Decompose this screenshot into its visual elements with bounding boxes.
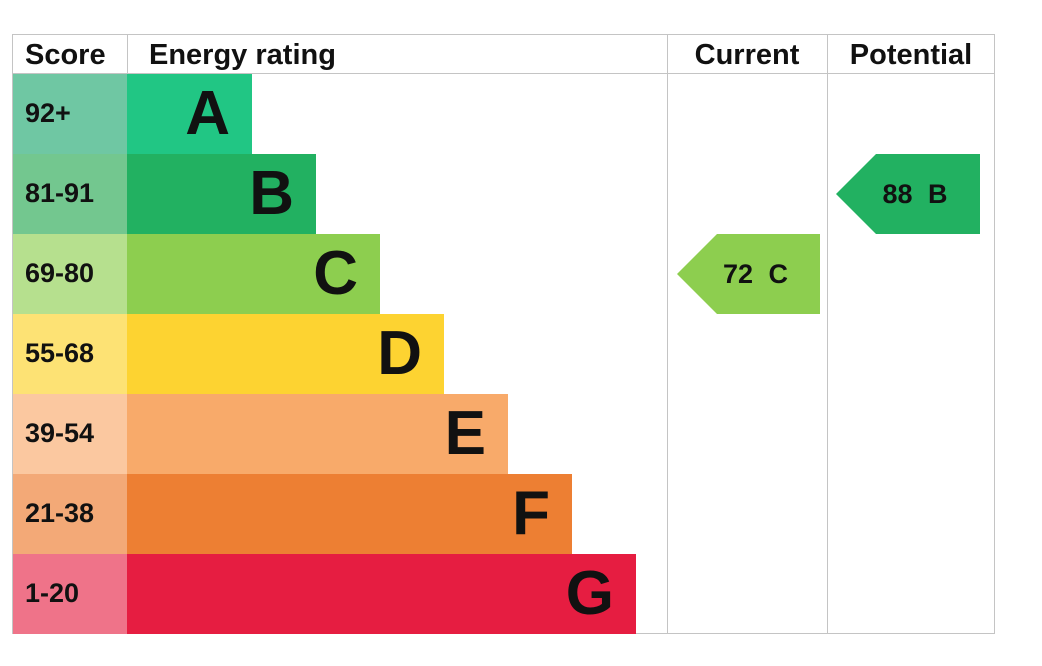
score-range: 92+ <box>13 74 127 154</box>
score-range: 69-80 <box>13 234 127 314</box>
potential-column-divider <box>827 34 828 634</box>
current-column-divider <box>667 34 668 634</box>
header-current: Current <box>694 39 800 71</box>
rating-bar: D <box>127 314 444 394</box>
score-range: 81-91 <box>13 154 127 234</box>
arrow-shape-icon <box>836 154 980 234</box>
potential-rating-arrow: 88 B <box>836 154 980 234</box>
rating-letter: C <box>313 239 358 308</box>
score-column-divider-header <box>127 34 128 74</box>
header-score: Score <box>25 39 106 71</box>
rating-letter: G <box>565 559 614 628</box>
rating-letter: D <box>377 319 422 388</box>
rating-bar: F <box>127 474 572 554</box>
rating-letter: F <box>512 479 550 548</box>
rating-bar: A <box>127 74 252 154</box>
score-range: 21-38 <box>13 474 127 554</box>
header-divider <box>12 73 995 74</box>
rating-bar: G <box>127 554 636 634</box>
header-potential: Potential <box>849 39 973 71</box>
rating-bar: C <box>127 234 380 314</box>
rating-letter: E <box>444 399 486 468</box>
rating-bar: E <box>127 394 508 474</box>
potential-rating-label: 88 B <box>882 179 948 209</box>
rating-letter: B <box>249 159 294 228</box>
rating-bar: B <box>127 154 316 234</box>
arrow-shape-icon <box>677 234 820 314</box>
score-range: 39-54 <box>13 394 127 474</box>
current-rating-label: 72 C <box>722 259 789 289</box>
header-energy-rating: Energy rating <box>149 39 336 71</box>
score-range: 55-68 <box>13 314 127 394</box>
score-range: 1-20 <box>13 554 127 634</box>
rating-letter: A <box>185 79 230 148</box>
current-rating-arrow: 72 C <box>677 234 820 314</box>
